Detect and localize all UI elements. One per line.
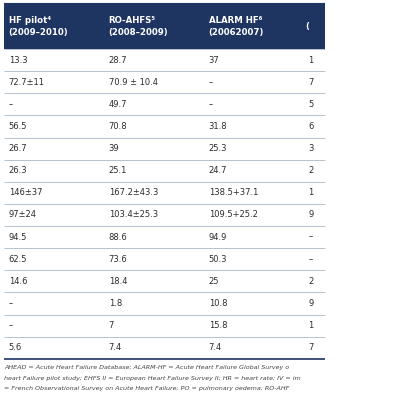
Text: –: –: [9, 299, 13, 308]
Text: –: –: [209, 100, 213, 109]
Text: –: –: [308, 233, 313, 242]
Text: RO-AHFS⁵
(2008–2009): RO-AHFS⁵ (2008–2009): [109, 16, 168, 37]
Text: HF pilot⁴
(2009–2010): HF pilot⁴ (2009–2010): [9, 16, 68, 37]
Text: 138.5+37.1: 138.5+37.1: [209, 188, 258, 197]
Text: –: –: [9, 100, 13, 109]
Text: 26.3: 26.3: [9, 166, 27, 175]
Text: 1.8: 1.8: [109, 299, 122, 308]
Bar: [4, 292, 326, 314]
Text: 10.8: 10.8: [209, 299, 227, 308]
Text: 3: 3: [308, 144, 314, 153]
Text: 1: 1: [308, 321, 314, 330]
Text: 9: 9: [308, 299, 314, 308]
Text: 1: 1: [308, 56, 314, 65]
Text: 5: 5: [308, 100, 314, 109]
Bar: [4, 337, 326, 359]
Bar: [4, 138, 326, 160]
Text: 56.5: 56.5: [9, 122, 27, 131]
Text: 167.2±43.3: 167.2±43.3: [109, 188, 158, 197]
Text: 7: 7: [109, 321, 114, 330]
Text: 146±37: 146±37: [9, 188, 42, 197]
Text: 9: 9: [308, 210, 314, 220]
Text: 25.1: 25.1: [109, 166, 127, 175]
Text: heart Failure pilot study; EHFS II = European Heart Failure Survey II; HR = hear: heart Failure pilot study; EHFS II = Eur…: [4, 376, 301, 381]
Text: 24.7: 24.7: [209, 166, 227, 175]
Text: –: –: [9, 321, 13, 330]
Text: 109.5+25.2: 109.5+25.2: [209, 210, 258, 220]
Text: 26.7: 26.7: [9, 144, 27, 153]
Text: 7: 7: [308, 78, 314, 87]
Bar: [326, 4, 396, 396]
Bar: [4, 4, 326, 49]
Text: –: –: [308, 255, 313, 264]
Text: 18.4: 18.4: [109, 277, 127, 286]
Bar: [4, 204, 326, 226]
Text: 5.6: 5.6: [9, 343, 22, 352]
Bar: [4, 49, 326, 71]
Bar: [4, 314, 326, 337]
Text: 72.7±11: 72.7±11: [9, 78, 45, 87]
Text: 2: 2: [308, 166, 314, 175]
Bar: [4, 93, 326, 116]
Text: 1: 1: [308, 188, 314, 197]
Text: 73.6: 73.6: [109, 255, 128, 264]
Text: 88.6: 88.6: [109, 233, 128, 242]
Bar: [4, 182, 326, 204]
Text: 94.9: 94.9: [209, 233, 227, 242]
Text: 15.8: 15.8: [209, 321, 227, 330]
Text: 2: 2: [308, 277, 314, 286]
Text: 31.8: 31.8: [209, 122, 227, 131]
Bar: [4, 116, 326, 138]
Text: 50.3: 50.3: [209, 255, 227, 264]
Text: 94.5: 94.5: [9, 233, 27, 242]
Bar: [4, 160, 326, 182]
Text: (: (: [306, 22, 309, 31]
Text: 103.4±25.3: 103.4±25.3: [109, 210, 158, 220]
Text: 37: 37: [209, 56, 219, 65]
Text: 25.3: 25.3: [209, 144, 227, 153]
Text: 49.7: 49.7: [109, 100, 127, 109]
Text: 62.5: 62.5: [9, 255, 27, 264]
Text: 70.9 ± 10.4: 70.9 ± 10.4: [109, 78, 158, 87]
Text: 39: 39: [109, 144, 119, 153]
Text: 97±24: 97±24: [9, 210, 37, 220]
Text: AHEAD = Acute Heart Failure Database; ALARM-HF = Acute Heart Failure Global Surv: AHEAD = Acute Heart Failure Database; AL…: [4, 365, 289, 370]
Text: 7: 7: [308, 343, 314, 352]
Text: 70.8: 70.8: [109, 122, 127, 131]
Bar: [4, 226, 326, 248]
Bar: [4, 270, 326, 292]
Text: 6: 6: [308, 122, 314, 131]
Text: 25: 25: [209, 277, 219, 286]
Text: –: –: [209, 78, 213, 87]
Text: = French Observational Survey on Acute Heart Failure; PO = pulmonary oedema; RO-: = French Observational Survey on Acute H…: [4, 386, 289, 392]
Text: 7.4: 7.4: [209, 343, 222, 352]
Text: 7.4: 7.4: [109, 343, 122, 352]
Text: ALARM HF⁶
(20062007): ALARM HF⁶ (20062007): [209, 16, 264, 37]
Text: 14.6: 14.6: [9, 277, 27, 286]
Bar: [4, 71, 326, 93]
Text: 28.7: 28.7: [109, 56, 127, 65]
Bar: [4, 248, 326, 270]
Text: 13.3: 13.3: [9, 56, 27, 65]
